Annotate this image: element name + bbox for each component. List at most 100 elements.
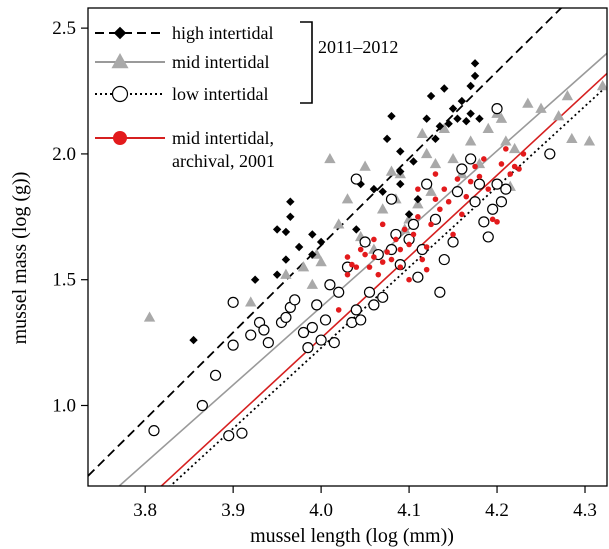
point-open-circle-38 (412, 271, 424, 283)
point-grey-triangle-4 (306, 278, 319, 289)
point-open-circle-52 (487, 203, 499, 215)
point-filled-diamond-20 (404, 210, 414, 219)
point-grey-triangle-36 (535, 102, 547, 113)
x-tick-label-0: 3.8 (133, 500, 157, 521)
point-filled-diamond-38 (396, 179, 405, 189)
point-red-dot-19 (428, 221, 434, 228)
point-grey-triangle-8 (333, 218, 345, 229)
point-red-dot-25 (454, 176, 461, 182)
point-grey-triangle-37 (552, 110, 565, 121)
regression-line-0 (88, 8, 563, 477)
point-open-circle-29 (363, 286, 376, 298)
y-tick-label-1: 1.5 (52, 270, 76, 291)
point-open-circle-10 (262, 337, 274, 349)
point-open-circle-49 (473, 178, 486, 190)
point-red-dot-36 (503, 146, 509, 152)
point-filled-diamond-18 (396, 147, 405, 156)
point-red-dot-38 (511, 163, 518, 170)
point-red-dot-39 (516, 166, 522, 172)
point-filled-diamond-31 (462, 117, 471, 126)
legend-marker-2 (111, 85, 129, 103)
point-open-circle-7 (245, 329, 257, 341)
point-red-dot-28 (467, 178, 474, 185)
point-grey-triangle-40 (583, 135, 596, 146)
point-red-dot-37 (507, 171, 514, 177)
point-red-dot-31 (481, 156, 487, 162)
point-red-dot-49 (344, 254, 351, 260)
point-open-circle-5 (236, 427, 248, 439)
legend-marker-3 (113, 131, 127, 145)
point-red-dot-11 (393, 236, 399, 243)
point-grey-triangle-1 (245, 296, 257, 307)
point-open-circle-17 (306, 321, 318, 334)
point-filled-diamond-3 (281, 255, 291, 264)
point-filled-diamond-15 (378, 187, 387, 196)
point-open-circle-44 (447, 236, 459, 248)
point-red-dot-20 (432, 196, 439, 202)
point-red-dot-29 (472, 163, 478, 170)
point-red-dot-43 (406, 276, 412, 283)
legend: high intertidal mid intertidal low interti… (95, 21, 398, 171)
point-filled-diamond-11 (308, 250, 317, 259)
point-filled-diamond-24 (431, 134, 440, 144)
point-grey-triangle-22 (425, 185, 437, 196)
point-grey-triangle-29 (482, 122, 494, 133)
point-open-circle-46 (456, 163, 468, 175)
point-filled-diamond-25 (435, 122, 445, 131)
point-open-circle-14 (289, 294, 301, 306)
point-open-circle-23 (333, 286, 345, 298)
point-open-circle-37 (407, 218, 420, 230)
point-filled-diamond-35 (470, 59, 480, 68)
point-open-circle-4 (227, 339, 239, 351)
point-filled-diamond-21 (413, 195, 423, 204)
point-grey-triangle-24 (438, 122, 450, 133)
point-red-dot-40 (520, 151, 527, 157)
point-red-dot-1 (344, 271, 351, 278)
point-open-circle-19 (315, 334, 327, 346)
point-grey-triangle-31 (495, 112, 508, 123)
legend-marker-0 (113, 26, 127, 40)
regression-line-1 (117, 52, 607, 486)
point-filled-diamond-12 (352, 225, 361, 234)
x-tick-label-4: 4.2 (485, 500, 509, 521)
point-red-dot-9 (384, 249, 390, 255)
legend-bracket (300, 21, 313, 104)
y-tick-label-0: 1.0 (52, 395, 76, 416)
point-red-dot-42 (397, 264, 404, 270)
point-grey-triangle-25 (447, 152, 459, 164)
y-tick-label-2: 2.0 (52, 144, 76, 165)
point-red-dot-48 (353, 264, 360, 270)
x-tick-label-1: 3.9 (221, 500, 245, 521)
point-filled-diamond-32 (466, 109, 475, 118)
point-open-circle-58 (350, 173, 362, 185)
point-open-circle-40 (421, 178, 433, 190)
point-red-dot-7 (375, 271, 382, 278)
point-grey-triangle-32 (500, 135, 512, 146)
point-filled-diamond-8 (294, 242, 304, 252)
legend-label-1: mid intertidal (172, 52, 269, 72)
point-open-circle-43 (438, 253, 450, 266)
point-filled-diamond-0 (189, 335, 198, 345)
point-grey-triangle-41 (596, 79, 607, 91)
point-filled-diamond-30 (457, 96, 467, 106)
point-red-dot-13 (401, 226, 408, 233)
x-axis-label: mussel length (log (mm)) (250, 525, 454, 547)
point-open-circle-2 (209, 369, 222, 381)
point-open-circle-30 (368, 299, 380, 311)
point-open-circle-57 (491, 103, 503, 115)
point-red-dot-21 (437, 206, 443, 213)
point-open-circle-50 (478, 216, 490, 228)
point-grey-triangle-38 (561, 90, 574, 101)
point-red-dot-3 (357, 246, 364, 253)
regression-line-2 (169, 85, 607, 486)
point-filled-diamond-17 (387, 111, 396, 121)
point-red-dot-23 (445, 198, 452, 205)
legend-label-3-b: archival, 2001 (172, 151, 275, 171)
x-tick-label-2: 4.0 (309, 500, 333, 521)
point-open-circle-6 (227, 296, 239, 308)
point-red-dot-27 (463, 193, 470, 200)
point-red-dot-14 (406, 241, 412, 248)
point-open-circle-18 (311, 299, 323, 311)
point-red-dot-46 (415, 186, 421, 192)
